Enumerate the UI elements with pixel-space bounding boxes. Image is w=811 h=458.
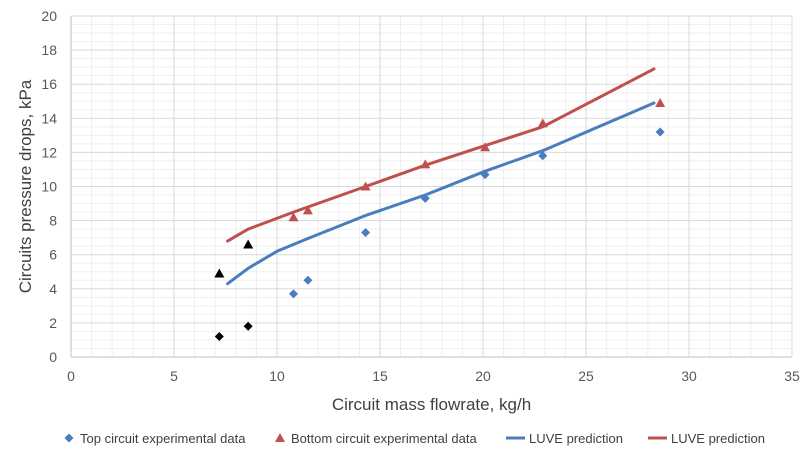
y-tick-label: 18	[41, 42, 57, 58]
x-axis-title: Circuit mass flowrate, kg/h	[332, 395, 531, 414]
tick-labels: 0 5 10 15 20 25 30 35 0 2 4 6 8 10 12 14 16 18 20	[41, 8, 800, 384]
data-point-diamond	[288, 289, 298, 299]
data-point-triangle	[360, 181, 371, 191]
grid-lines	[70, 15, 793, 358]
legend-item: Top circuit experimental data	[64, 431, 246, 446]
y-tick-label: 12	[41, 144, 57, 160]
axes	[70, 16, 792, 358]
x-tick-label: 0	[67, 368, 75, 384]
data-point-diamond	[214, 332, 224, 342]
legend-label: Top circuit experimental data	[80, 431, 246, 446]
prediction-line	[226, 101, 656, 286]
y-tick-label: 20	[41, 8, 57, 24]
legend-item: LUVE prediction	[648, 431, 765, 446]
x-tick-label: 35	[784, 368, 800, 384]
y-tick-label: 4	[49, 281, 57, 297]
y-tick-label: 8	[49, 213, 57, 229]
legend-item: Bottom circuit experimental data	[275, 431, 477, 446]
legend-label: LUVE prediction	[671, 431, 765, 446]
x-tick-label: 10	[269, 368, 285, 384]
legend-diamond-swatch	[64, 433, 74, 443]
y-tick-label: 16	[41, 76, 57, 92]
plot-series	[214, 67, 666, 342]
data-point-triangle	[243, 239, 254, 249]
data-point-triangle	[302, 205, 313, 215]
data-point-triangle	[537, 118, 548, 128]
prediction-line	[226, 67, 656, 243]
y-tick-label: 0	[49, 349, 57, 365]
y-tick-label: 6	[49, 247, 57, 263]
data-point-diamond	[303, 275, 313, 285]
y-axis-title: Circuits pressure drops, kPa	[16, 79, 35, 293]
data-point-triangle	[420, 159, 431, 169]
data-point-diamond	[361, 228, 371, 238]
x-tick-label: 30	[681, 368, 697, 384]
x-tick-label: 15	[372, 368, 388, 384]
x-tick-label: 5	[170, 368, 178, 384]
legend-label: LUVE prediction	[529, 431, 623, 446]
legend-item: LUVE prediction	[506, 431, 623, 446]
y-tick-label: 10	[41, 179, 57, 195]
data-point-diamond	[420, 193, 430, 203]
x-tick-label: 20	[475, 368, 491, 384]
data-point-triangle	[480, 142, 491, 152]
data-point-diamond	[655, 127, 665, 137]
legend: Top circuit experimental data Bottom circ…	[64, 431, 765, 446]
legend-triangle-swatch	[275, 433, 285, 442]
y-tick-label: 14	[41, 110, 57, 126]
x-tick-label: 25	[578, 368, 594, 384]
data-point-triangle	[655, 97, 666, 107]
data-point-diamond	[480, 170, 490, 180]
legend-label: Bottom circuit experimental data	[291, 431, 477, 446]
data-point-diamond	[538, 151, 548, 161]
y-tick-label: 2	[49, 315, 57, 331]
data-point-diamond	[243, 321, 253, 331]
data-point-triangle	[288, 212, 299, 222]
data-point-triangle	[214, 268, 225, 278]
